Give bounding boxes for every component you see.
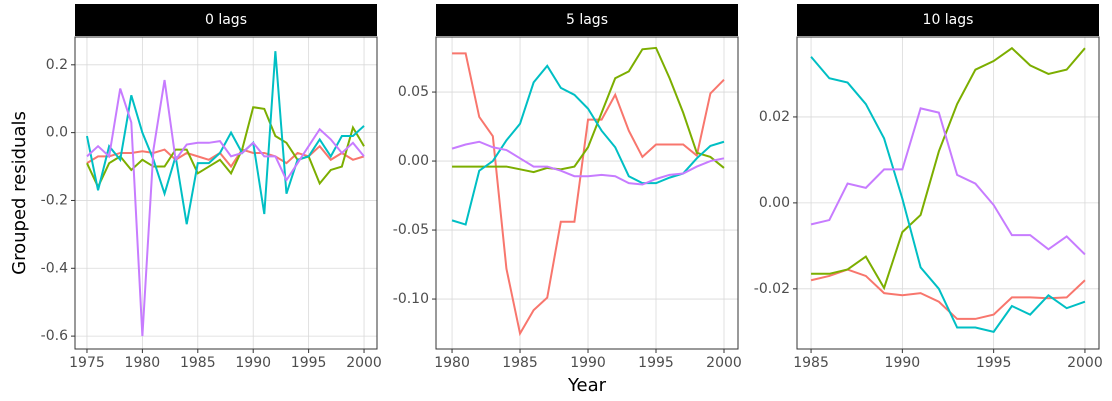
x-tick-label: 1990: [885, 355, 921, 371]
panel-background: [797, 37, 1099, 349]
strip: [436, 4, 738, 36]
x-tick-label: 1985: [180, 355, 216, 371]
panel-title: 10 lags: [923, 12, 974, 28]
panel-border: [74, 36, 378, 350]
panel-border: [796, 36, 1100, 350]
y-tick-label: -0.2: [41, 192, 68, 208]
y-tick-label: 0.02: [759, 109, 790, 125]
x-tick-label: 1995: [291, 355, 327, 371]
y-tick-label: 0.00: [759, 195, 790, 211]
series-line: [451, 140, 725, 186]
panel-border: [435, 36, 739, 350]
strip: [797, 4, 1099, 36]
x-tick-label: 1995: [638, 355, 674, 371]
y-tick-label: -0.10: [393, 291, 429, 307]
y-tick-label: 0.2: [46, 57, 68, 73]
y-tick-label: -0.02: [754, 281, 790, 297]
panel-background: [436, 37, 738, 349]
x-tick-label: 1985: [502, 355, 538, 371]
x-axis-title: Year: [567, 375, 607, 396]
strip: [75, 4, 377, 36]
panel-title: 5 lags: [566, 12, 608, 28]
panel-title: 0 lags: [205, 12, 247, 28]
y-axis-title: Grouped residuals: [9, 111, 30, 275]
panel-background: [75, 37, 377, 349]
x-tick-label: 1990: [235, 355, 271, 371]
x-tick-label: 2000: [1067, 355, 1103, 371]
x-tick-label: 1990: [570, 355, 606, 371]
series-line: [810, 107, 1086, 256]
series-line: [86, 79, 365, 337]
x-tick-label: 1980: [434, 355, 470, 371]
y-tick-label: 0.05: [398, 84, 429, 100]
series-line: [811, 46, 1086, 291]
x-tick-label: 1995: [976, 355, 1012, 371]
series-line: [85, 51, 365, 225]
y-tick-label: 0.0: [46, 125, 68, 141]
y-tick-label: -0.05: [393, 222, 429, 238]
y-tick-label: -0.6: [41, 328, 68, 344]
x-tick-label: 1975: [69, 355, 105, 371]
y-tick-label: -0.4: [41, 260, 68, 276]
series-line: [452, 46, 725, 174]
series-line: [452, 52, 725, 337]
x-tick-label: 1980: [125, 355, 161, 371]
x-tick-label: 2000: [706, 355, 742, 371]
x-tick-label: 1985: [793, 355, 829, 371]
x-tick-label: 2000: [346, 355, 382, 371]
y-tick-label: 0.00: [398, 153, 429, 169]
series-line: [810, 56, 1086, 333]
